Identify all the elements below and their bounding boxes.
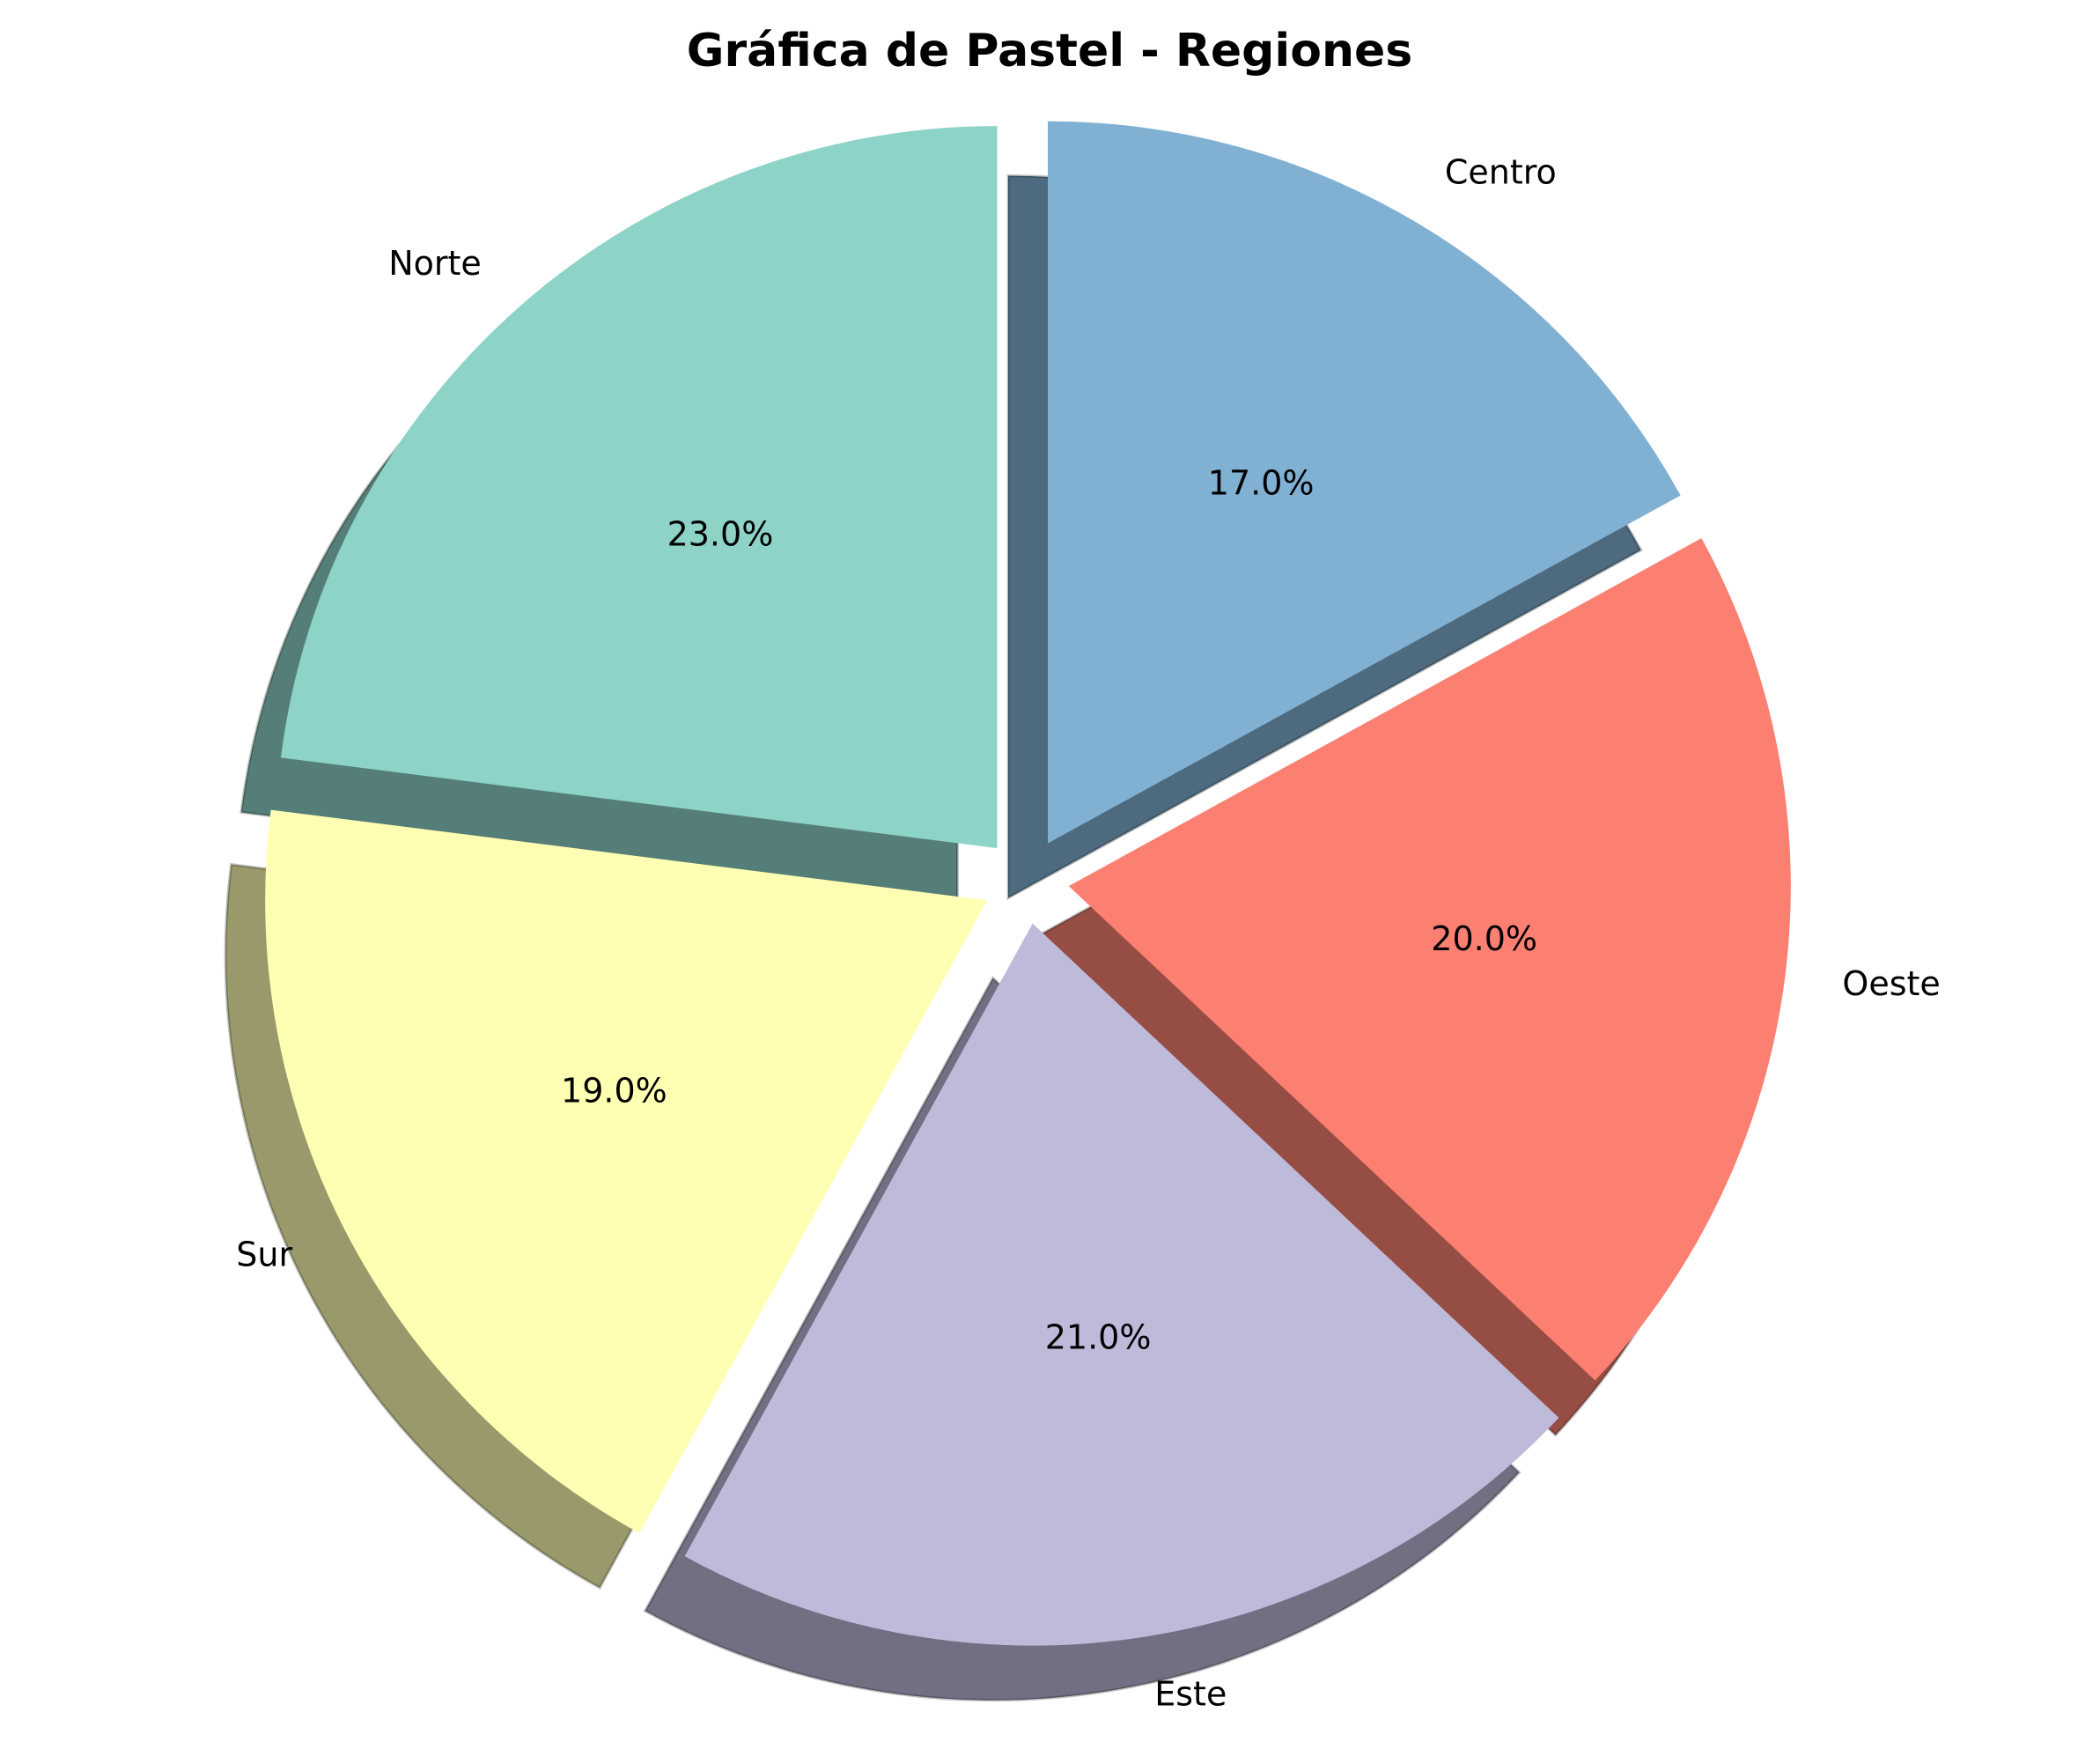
slice-oeste bbox=[1068, 538, 1791, 1381]
slice-este bbox=[684, 923, 1559, 1646]
slice-norte bbox=[280, 126, 998, 849]
slice-label-centro: Centro bbox=[1445, 152, 1557, 191]
slice-label-este: Este bbox=[1154, 1674, 1227, 1713]
slice-centro bbox=[1048, 121, 1681, 844]
percent-label-este: 21.0% bbox=[1045, 1317, 1152, 1356]
slice-sur bbox=[265, 809, 988, 1533]
slice-labels: Norte 23.0% Sur 19.0% Este 21.0% Oeste 20.0% Cen… bbox=[236, 152, 1941, 1713]
percent-label-sur: 19.0% bbox=[561, 1071, 667, 1110]
percent-label-oeste: 20.0% bbox=[1431, 919, 1537, 958]
pie-slices bbox=[265, 121, 1791, 1646]
slice-label-oeste: Oeste bbox=[1842, 964, 1940, 1003]
chart-title: Gráfica de Pastel - Regiones bbox=[687, 25, 1412, 77]
percent-label-centro: 17.0% bbox=[1208, 463, 1315, 502]
percent-label-norte: 23.0% bbox=[667, 514, 774, 553]
slice-label-norte: Norte bbox=[388, 244, 482, 283]
slice-label-sur: Sur bbox=[236, 1235, 292, 1273]
